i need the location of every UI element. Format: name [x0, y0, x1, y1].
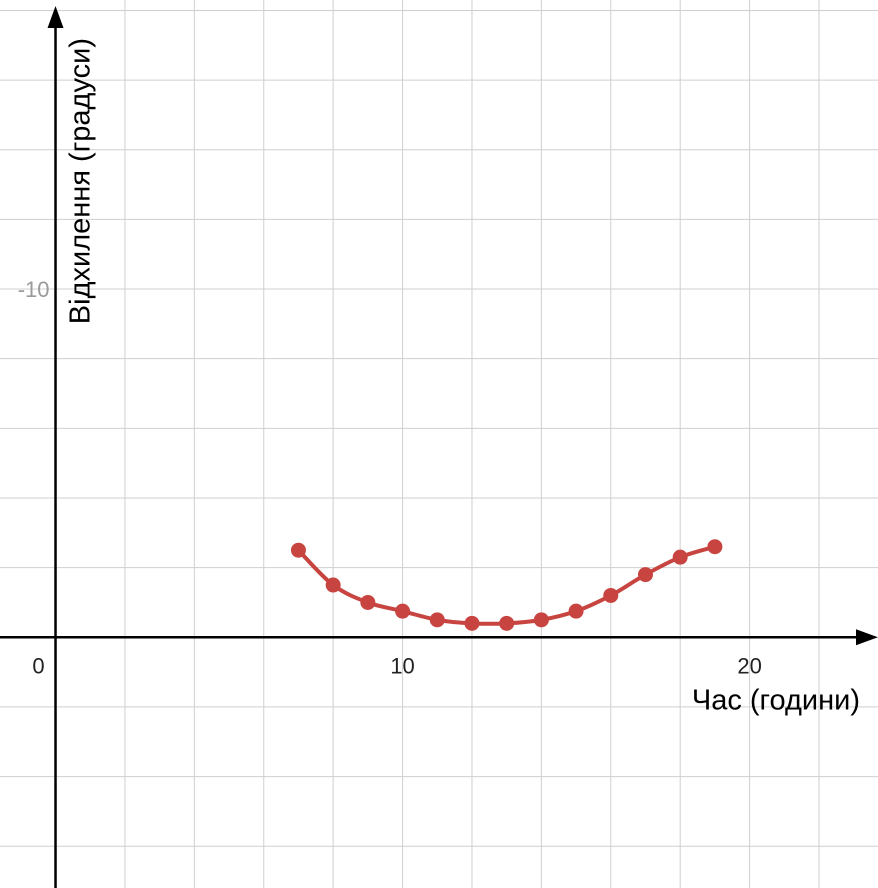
data-series — [290, 539, 723, 631]
data-point — [672, 549, 688, 565]
y-tick-label: -10 — [18, 277, 50, 302]
data-point — [395, 603, 411, 619]
x-axis-label: Час (години) — [692, 684, 860, 716]
y-axis-label: Відхилення (градуси) — [65, 38, 97, 324]
x-tick-label: 0 — [32, 653, 44, 678]
series-line — [296, 544, 717, 626]
data-point — [499, 615, 515, 631]
x-axis-arrow-icon — [856, 629, 878, 646]
data-point — [325, 577, 341, 593]
x-tick-label: 20 — [737, 653, 761, 678]
data-point — [707, 539, 723, 555]
data-point — [429, 612, 445, 628]
x-tick-label: 10 — [390, 653, 414, 678]
tick-labels: 0 10 20 -10 — [18, 277, 762, 678]
data-point — [637, 567, 653, 583]
data-point — [290, 542, 306, 558]
data-point — [533, 612, 549, 628]
data-point — [464, 615, 480, 631]
axes — [0, 6, 878, 888]
data-point — [568, 603, 584, 619]
data-point — [603, 587, 619, 603]
y-axis-arrow-icon — [47, 6, 64, 28]
data-point — [360, 594, 376, 610]
